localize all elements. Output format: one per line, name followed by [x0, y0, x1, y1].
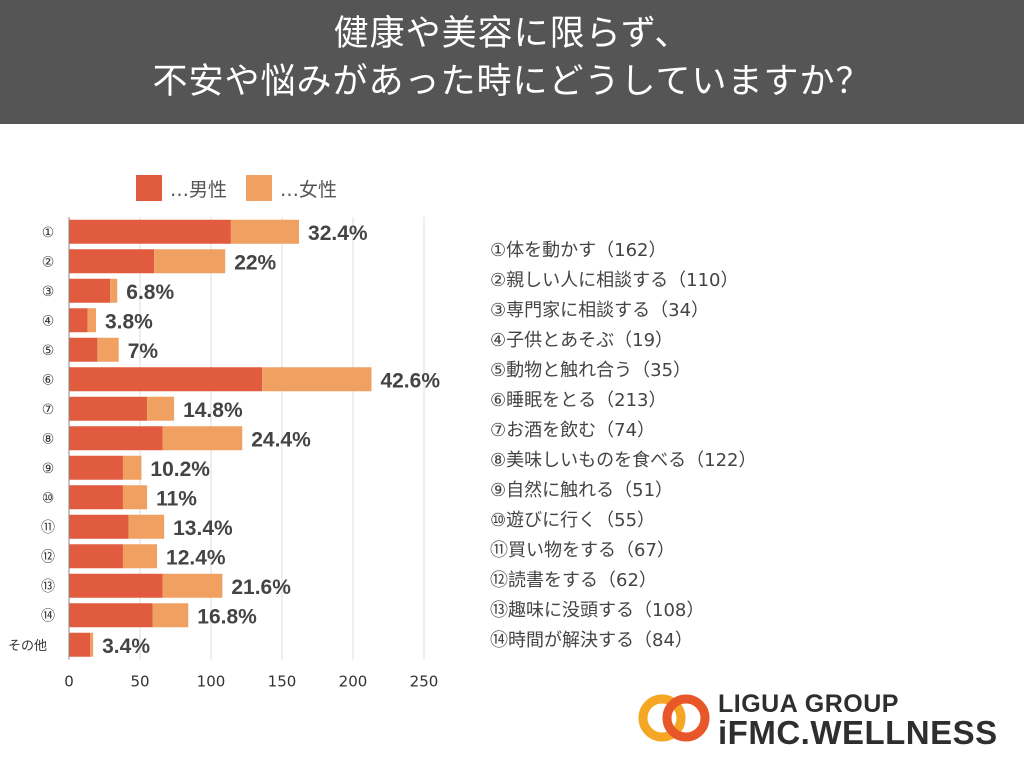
bar-female-2	[154, 249, 226, 274]
data-label-2: 22%	[234, 251, 276, 274]
answer-item-4: ④子供とあそぶ（19）	[490, 330, 674, 351]
answer-item-9: ⑨自然に触れる（51）	[490, 480, 674, 501]
x-tick-label-150: 150	[268, 673, 297, 691]
category-label-6: ⑥	[42, 372, 55, 388]
bar-male-2	[69, 249, 155, 274]
data-label-15: 3.4%	[102, 635, 150, 658]
logo-group-text: LIGUA GROUP	[718, 690, 899, 718]
x-tick-label-250: 250	[410, 673, 439, 691]
legend-label-1: …男性	[170, 179, 227, 201]
data-label-11: 13.4%	[173, 517, 233, 540]
data-label-14: 16.8%	[197, 605, 257, 628]
x-tick-label-50: 50	[130, 673, 149, 691]
bar-male-6	[69, 367, 263, 392]
bar-female-11	[128, 514, 165, 539]
answer-item-1: ①体を動かす（162）	[490, 240, 667, 261]
data-label-3: 6.8%	[126, 281, 174, 304]
bar-female-6	[262, 367, 372, 392]
bar-male-12	[69, 544, 123, 569]
answer-item-12: ⑫読書をする（62）	[490, 570, 657, 591]
answer-item-5: ⑤動物と触れ合う（35）	[490, 360, 692, 381]
bar-female-4	[87, 308, 96, 333]
answer-item-11: ⑪買い物をする（67）	[490, 540, 675, 561]
category-label-1: ①	[42, 225, 55, 241]
answer-list: ①体を動かす（162） ②親しい人に相談する（110） ③専門家に相談する（34…	[490, 236, 757, 656]
bar-female-15	[90, 632, 94, 657]
answer-item-14: ⑭時間が解決する（84）	[490, 630, 693, 651]
data-label-10: 11%	[156, 487, 197, 510]
category-label-11: ⑪	[41, 520, 55, 536]
answer-item-7: ⑦お酒を飲む（74）	[490, 420, 656, 441]
bar-male-8	[69, 426, 163, 451]
legend-label-2: …女性	[280, 179, 337, 201]
bar-female-9	[122, 455, 142, 480]
category-label-5: ⑤	[42, 343, 55, 359]
bar-female-14	[152, 603, 189, 628]
answer-item-13: ⑬趣味に没頭する（108）	[490, 600, 705, 621]
logo-wellness-text: iFMC.WELLNESS	[718, 714, 998, 751]
category-label-9: ⑨	[42, 461, 55, 477]
data-label-6: 42.6%	[380, 369, 440, 392]
data-label-8: 24.4%	[251, 428, 311, 451]
bar-male-3	[69, 278, 111, 303]
answer-item-8: ⑧美味しいものを食べる（122）	[490, 450, 757, 471]
category-label-8: ⑧	[42, 431, 55, 447]
bar-female-7	[147, 396, 175, 421]
category-label-3: ③	[42, 284, 55, 300]
data-label-12: 12.4%	[166, 546, 226, 569]
bar-female-13	[162, 573, 223, 598]
data-label-1: 32.4%	[308, 222, 368, 245]
bar-female-1	[230, 219, 300, 244]
bar-male-10	[69, 485, 123, 510]
logo-rings-icon	[638, 694, 710, 742]
category-label-7: ⑦	[42, 402, 55, 418]
category-label-10: ⑩	[42, 490, 55, 506]
answer-item-3: ③専門家に相談する（34）	[490, 300, 710, 321]
bar-male-14	[69, 603, 153, 628]
title-banner: 健康や美容に限らず、 不安や悩みがあった時にどうしていますか？	[0, 0, 1024, 124]
category-label-15: その他	[8, 639, 47, 654]
stacked-bar-chart: …男性 …女性 ① 32.4% ② 22% ③ 6.8% ④ 3.8% ⑤ 7% ⑥ 42.6% ⑦ 14.8…	[8, 175, 440, 691]
title-line-2: 不安や悩みがあった時にどうしていますか？	[152, 62, 872, 102]
legend-swatch-1	[136, 175, 162, 201]
data-label-9: 10.2%	[150, 458, 210, 481]
title-line-1: 健康や美容に限らず、	[333, 14, 691, 54]
bar-male-7	[69, 396, 148, 421]
data-label-7: 14.8%	[183, 399, 243, 422]
bar-female-10	[122, 485, 148, 510]
category-label-4: ④	[42, 313, 55, 329]
category-label-2: ②	[42, 254, 55, 270]
bar-male-1	[69, 219, 231, 244]
bar-male-11	[69, 514, 129, 539]
answer-item-2: ②親しい人に相談する（110）	[490, 270, 739, 291]
bar-male-9	[69, 455, 123, 480]
category-label-13: ⑬	[41, 579, 55, 595]
data-label-5: 7%	[128, 340, 159, 363]
bar-male-4	[69, 308, 88, 333]
legend-swatch-2	[246, 175, 272, 201]
x-tick-label-0: 0	[64, 673, 74, 691]
data-label-13: 21.6%	[231, 576, 291, 599]
answer-item-6: ⑥睡眠をとる（213）	[490, 390, 667, 411]
bar-female-8	[162, 426, 243, 451]
company-logo: LIGUA GROUP iFMC.WELLNESS	[636, 686, 1006, 751]
x-tick-label-100: 100	[197, 673, 226, 691]
bar-female-3	[110, 278, 118, 303]
bar-male-13	[69, 573, 163, 598]
data-label-4: 3.8%	[105, 310, 153, 333]
answer-item-10: ⑩遊びに行く（55）	[490, 510, 656, 531]
bar-female-5	[97, 337, 119, 362]
category-label-12: ⑫	[41, 549, 55, 565]
bar-male-15	[69, 632, 91, 657]
bar-male-5	[69, 337, 98, 362]
bar-female-12	[122, 544, 158, 569]
category-label-14: ⑭	[41, 608, 55, 624]
x-tick-label-200: 200	[339, 673, 368, 691]
